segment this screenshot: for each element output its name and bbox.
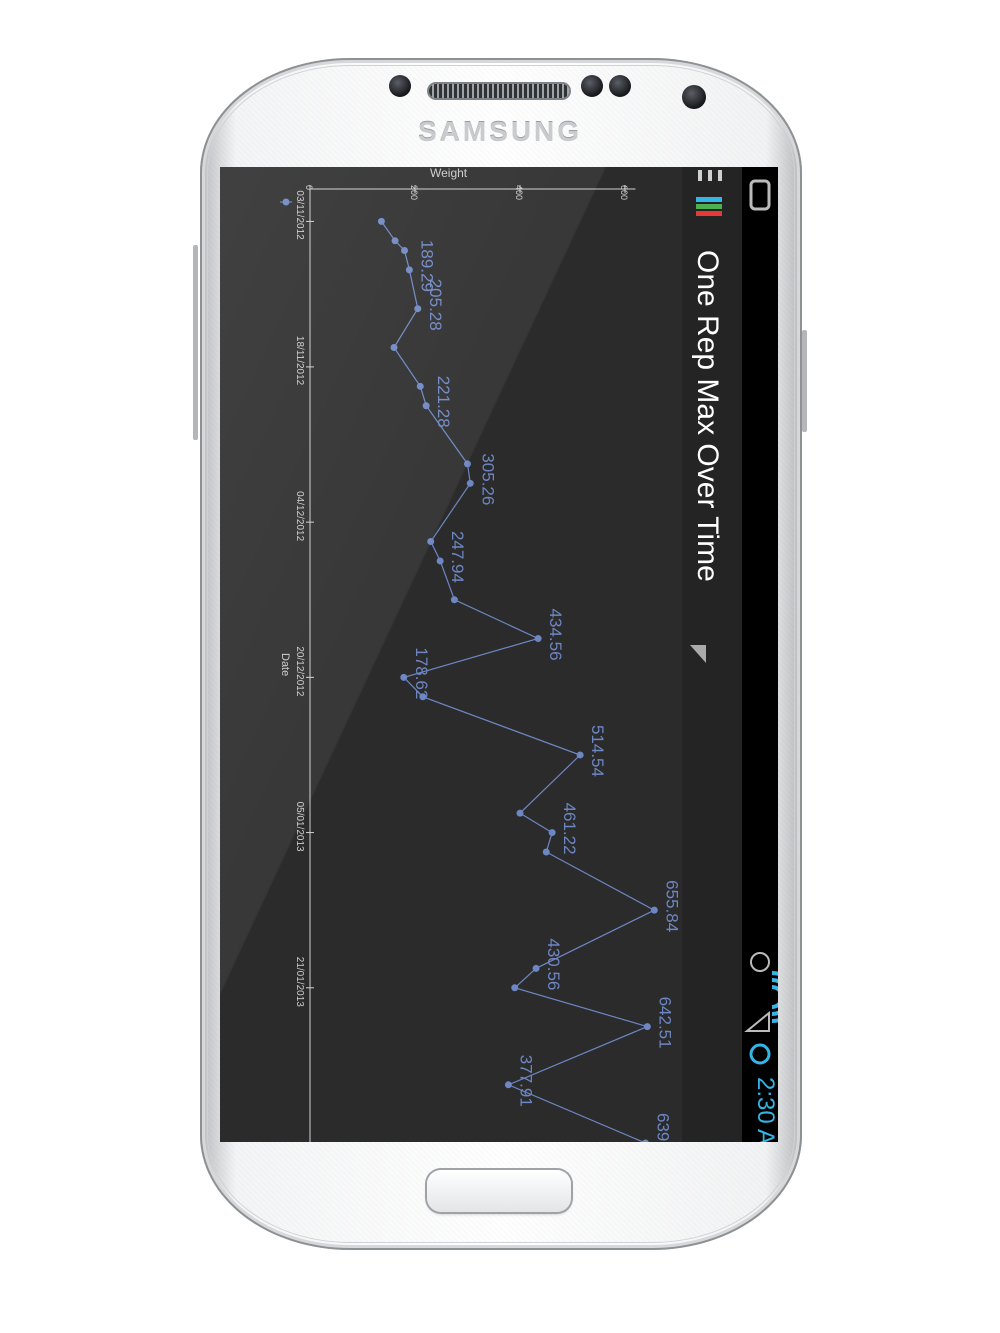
- date-tick-label: 18/11/2012: [294, 336, 305, 386]
- wifi-arc: [771, 985, 778, 1009]
- date-tick-label: 05/01/2013: [294, 802, 305, 852]
- data-point: [401, 247, 408, 255]
- front-camera: [682, 85, 706, 109]
- data-label: 377.91: [516, 1055, 535, 1107]
- icon-bar-green: [696, 204, 722, 209]
- data-label: 434.56: [546, 609, 565, 661]
- weight-tick-label: 600: [619, 185, 629, 200]
- data-label: 655.84: [662, 880, 681, 932]
- power-button[interactable]: [802, 330, 807, 432]
- weight-tick-label: 400: [514, 185, 524, 200]
- data-point: [643, 1023, 651, 1031]
- data-point: [391, 237, 399, 245]
- data-point: [642, 1139, 649, 1142]
- data-point: [466, 479, 474, 487]
- chart: 0 200 400 600 Weight 03/11/2012 18/11/2012 04/1…: [220, 167, 778, 1142]
- data-label: 247.94: [448, 531, 467, 583]
- data-point: [450, 596, 458, 604]
- light-sensor: [581, 75, 603, 97]
- data-point: [576, 751, 584, 759]
- data-point: [422, 402, 430, 410]
- data-point: [464, 460, 471, 468]
- icon-bar-blue: [696, 197, 722, 202]
- data-point: [532, 964, 540, 972]
- chart-panel: [220, 167, 682, 1142]
- data-label: 642.51: [655, 997, 674, 1049]
- home-button[interactable]: [427, 1170, 571, 1212]
- data-label: 461.22: [560, 803, 579, 855]
- data-point: [377, 217, 385, 225]
- data-label: 221.28: [434, 376, 453, 428]
- date-tick-label: 04/12/2012: [294, 491, 305, 541]
- data-point: [650, 906, 658, 914]
- date-tick-label: 20/12/2012: [294, 646, 305, 696]
- overflow-menu-icon[interactable]: [698, 170, 722, 181]
- earpiece-speaker: [429, 84, 569, 98]
- android-debug-icon: [749, 179, 771, 211]
- legend-marker: [282, 198, 290, 206]
- spinner-indicator-icon[interactable]: [690, 645, 706, 663]
- overflow-dot: [698, 170, 702, 181]
- action-bar: [682, 167, 742, 1142]
- wifi-icon: [771, 971, 778, 1023]
- weight-tick-label: 0: [304, 185, 314, 190]
- data-point: [516, 809, 524, 817]
- data-label: 514.54: [588, 725, 607, 777]
- date-axis-title: Date: [279, 653, 291, 676]
- data-point: [419, 693, 427, 701]
- screen: 0 200 400 600 Weight 03/11/2012 18/11/2012 04/1…: [220, 167, 778, 1142]
- data-point: [416, 382, 424, 390]
- proximity-sensor: [389, 75, 411, 97]
- data-point: [436, 557, 444, 565]
- overflow-dot: [708, 170, 712, 181]
- bar-chart-icon: [696, 197, 722, 216]
- weight-tick-label: 200: [409, 185, 419, 200]
- data-label: 189.29: [417, 240, 436, 292]
- data-point: [511, 984, 519, 992]
- data-point: [414, 305, 422, 313]
- signal-icon: [744, 1010, 770, 1032]
- icon-bar-red: [696, 211, 722, 216]
- ui-overlay: 2:30 A One Rep Max Over Time: [220, 167, 778, 1142]
- volume-button[interactable]: [193, 245, 198, 440]
- data-label: 205.28: [426, 279, 445, 331]
- data-label: 305.26: [478, 453, 497, 505]
- brand-logo: SAMSUNG: [417, 116, 583, 147]
- status-time: 2:30 A: [752, 1077, 778, 1142]
- data-point: [548, 829, 556, 837]
- date-tick-label: 21/01/2013: [294, 957, 305, 1007]
- data-label: 430.56: [544, 938, 563, 990]
- action-bar-title: One Rep Max Over Time: [691, 250, 724, 582]
- sync-icon: [749, 1043, 771, 1065]
- date-tick-label: 03/11/2012: [294, 190, 305, 240]
- data-point: [542, 848, 550, 856]
- light-sensor-2: [609, 75, 631, 97]
- series-line: [380, 221, 656, 1142]
- data-point: [427, 538, 435, 546]
- overflow-dot: [718, 170, 722, 181]
- data-label: 639: [653, 1113, 672, 1141]
- data-label: 178.62: [412, 647, 431, 699]
- data-point: [390, 344, 398, 352]
- weight-axis-title: Weight: [430, 167, 468, 180]
- data-point: [400, 673, 408, 681]
- data-point: [405, 266, 413, 274]
- data-point: [534, 635, 542, 643]
- data-point: [504, 1081, 512, 1089]
- alarm-icon: [750, 952, 770, 972]
